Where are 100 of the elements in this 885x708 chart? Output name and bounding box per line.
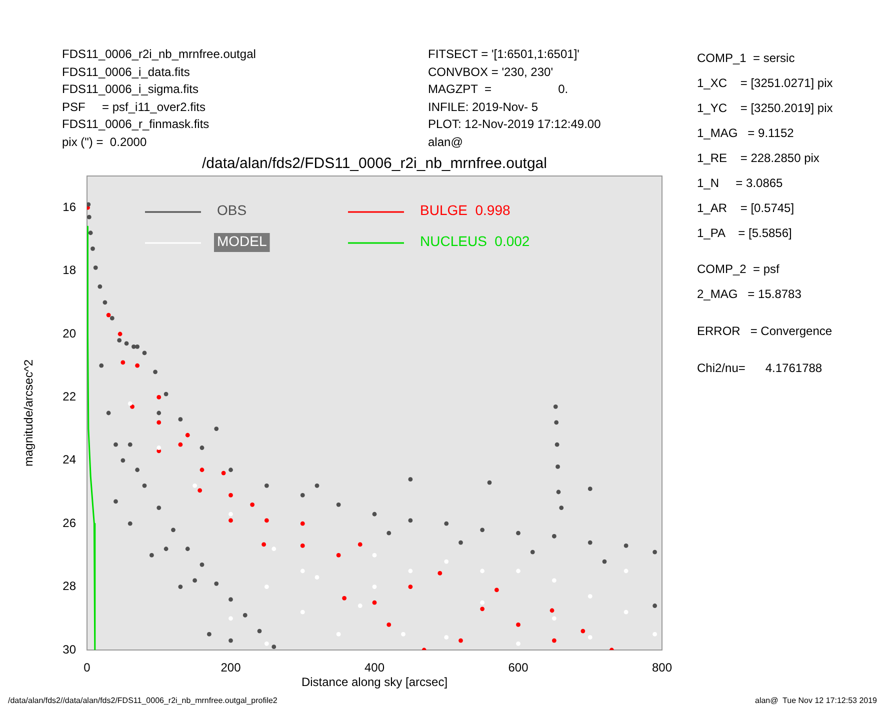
point <box>516 641 520 646</box>
x-tick-label: 200 <box>220 660 242 675</box>
text: MAGZPT = 0. <box>428 82 568 96</box>
point <box>480 568 485 574</box>
point <box>480 606 485 612</box>
point <box>314 575 320 580</box>
point <box>264 518 269 523</box>
y-tick-label: 20 <box>62 326 76 340</box>
text: FDS11_0006_r2i_nb_mrnfree.outgal <box>62 47 256 61</box>
y-tick-label: 26 <box>62 516 76 530</box>
point <box>652 632 658 636</box>
text: Chi2/nu= 4.1761788 <box>697 361 822 375</box>
text: PLOT: 12-Nov-2019 17:12:49.00 <box>428 117 601 131</box>
text: FDS11_0006_r_finmask.fits <box>62 117 210 131</box>
text: COMP_1 = sersic <box>697 51 795 65</box>
legend-label: NUCLEUS 0.002 <box>420 232 530 249</box>
text: 1_MAG = 9.1152 <box>697 126 794 140</box>
point <box>386 622 392 627</box>
y-tick-label: 18 <box>62 263 76 278</box>
x-tick-label: 800 <box>652 660 672 675</box>
y-tick-label: 16 <box>62 200 76 214</box>
point <box>336 553 341 558</box>
point <box>300 610 305 614</box>
text: alan@ <box>428 134 463 148</box>
point <box>250 502 255 507</box>
y-tick-label: 24 <box>62 452 76 467</box>
point <box>120 360 126 365</box>
point <box>198 488 202 493</box>
point <box>358 542 362 547</box>
point <box>494 588 499 592</box>
text: FDS11_0006_i_sigma.fits <box>62 82 199 96</box>
text: 1_PA = [5.5856] <box>697 226 792 240</box>
point <box>156 395 162 400</box>
point <box>200 468 204 472</box>
point <box>228 518 233 523</box>
chart-title: /data/alan/fds2/FDS11_0006_r2i_nb_mrnfree.outgal <box>201 155 548 172</box>
point <box>300 568 305 574</box>
point <box>401 632 406 636</box>
x-axis-title: Distance along sky [arcsec] <box>301 675 448 690</box>
point <box>372 553 377 558</box>
point <box>408 568 413 574</box>
text: CONVBOX = '230, 230' <box>428 64 553 78</box>
point <box>624 568 628 574</box>
point <box>156 446 162 450</box>
text: pix (") = 0.2000 <box>62 134 147 148</box>
point <box>580 628 586 634</box>
point <box>372 600 377 605</box>
point <box>185 432 190 438</box>
point <box>624 610 628 614</box>
text: 1_YC = [3250.2019] pix <box>697 101 833 115</box>
point <box>228 492 233 498</box>
point <box>228 512 233 516</box>
point <box>408 584 413 589</box>
point <box>342 596 347 600</box>
point <box>358 604 362 608</box>
legend-label: BULGE 0.998 <box>420 202 510 218</box>
text: PSF = psf_i11_over2.fits <box>62 100 206 114</box>
point <box>228 616 233 621</box>
point <box>336 632 341 636</box>
point <box>264 584 269 589</box>
point <box>480 600 485 605</box>
point <box>444 559 449 564</box>
point <box>106 312 111 318</box>
y-tick-label: 22 <box>62 390 76 404</box>
point <box>516 622 520 627</box>
text: alan@ Tue Nov 12 17:12:53 2019 <box>755 695 877 707</box>
point <box>135 363 140 368</box>
text: 1_N = 3.0865 <box>697 176 783 190</box>
point <box>272 546 276 552</box>
legend-label: OBS <box>217 202 247 218</box>
text: COMP_2 = psf <box>697 262 780 276</box>
point <box>264 641 269 646</box>
text: FITSECT = '[1:6501,1:6501]' <box>428 47 580 61</box>
point <box>118 332 122 336</box>
text: INFILE: 2019-Nov- 5 <box>428 100 538 114</box>
point <box>128 401 132 406</box>
text: 2_MAG = 15.8783 <box>697 287 802 301</box>
point <box>192 483 198 488</box>
point <box>552 578 556 583</box>
point <box>588 594 592 598</box>
y-tick-label: 30 <box>62 642 76 656</box>
point <box>221 470 226 476</box>
point <box>300 521 305 526</box>
point <box>438 571 442 576</box>
point <box>156 420 162 425</box>
point <box>178 442 183 447</box>
text: ERROR = Convergence <box>697 324 832 338</box>
point <box>300 544 305 548</box>
text: 1_AR = [0.5745] <box>697 201 794 215</box>
y-tick-label: 28 <box>62 579 76 594</box>
point <box>516 568 520 574</box>
point <box>550 608 554 613</box>
point <box>130 404 134 409</box>
point <box>262 542 266 547</box>
text: 1_RE = 228.2850 pix <box>697 151 820 165</box>
point <box>372 584 377 589</box>
x-tick-label: 0 <box>84 660 91 675</box>
text: /data/alan/fds2//data/alan/fds2/FDS11_0006_r2i_nb_mrnfree.outgal_profile2 <box>8 695 278 707</box>
x-tick-label: 400 <box>364 660 385 675</box>
text: FDS11_0006_i_data.fits <box>62 64 190 78</box>
